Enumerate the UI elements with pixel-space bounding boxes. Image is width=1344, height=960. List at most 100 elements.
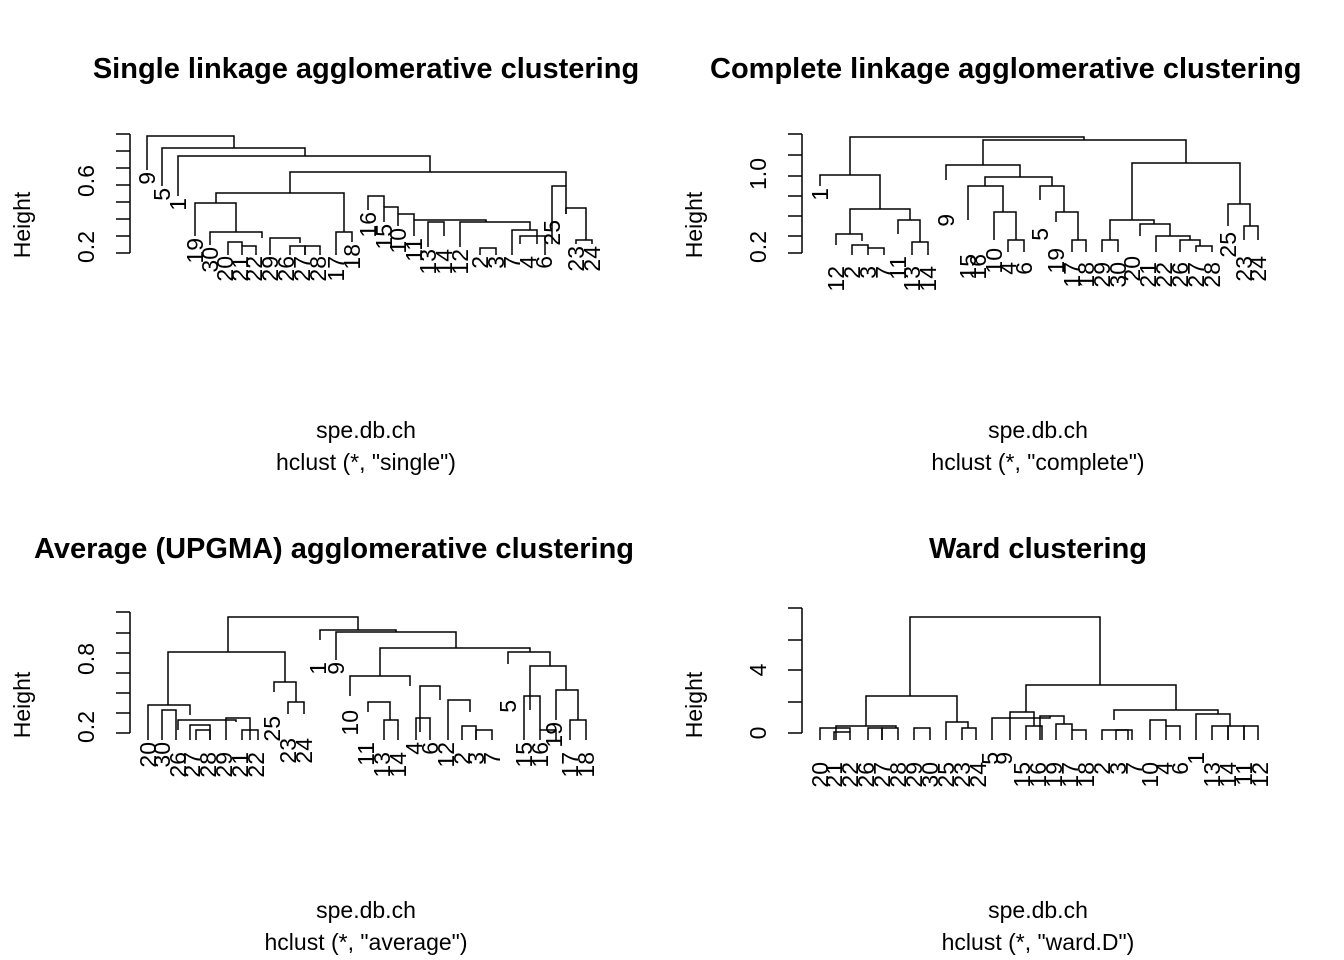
merge-link (909, 616, 1101, 696)
merge-link (569, 719, 587, 740)
leaf-label: 30 (149, 742, 175, 768)
leaf-label: 16 (355, 212, 381, 238)
panel-average: Average (UPGMA) agglomerative clustering… (9, 533, 634, 955)
leaf-label: 2 (467, 256, 493, 269)
leaf-label: 12 (1247, 762, 1273, 788)
leaf-label: 18 (339, 244, 365, 270)
leaf-label: 13 (899, 266, 925, 292)
merge-link (1227, 725, 1245, 740)
leaf-label: 19 (1041, 762, 1067, 788)
leaf-label: 11 (885, 256, 911, 280)
merge-link (1007, 239, 1025, 252)
merge-link (447, 699, 471, 740)
leaf-label: 5 (1027, 228, 1053, 241)
panel-ward: Ward clustering spe.db.ch hclust (*, "wa… (681, 533, 1273, 955)
leaf-label: 13 (1199, 762, 1225, 788)
merge-link (177, 719, 237, 730)
merge-link (195, 729, 211, 740)
merge-link (241, 729, 259, 740)
merge-link (1071, 729, 1087, 740)
merge-link (1025, 684, 1177, 712)
merge-link (1195, 713, 1231, 740)
leaf-label: 26 (165, 752, 191, 778)
leaf-label: 29 (901, 762, 927, 788)
leaf-label: 15 (955, 254, 981, 280)
leaf-label: 1 (165, 198, 191, 211)
y-axis-label: Height (9, 191, 35, 258)
leaf-label: 19 (1043, 248, 1069, 274)
leaf-label: 28 (195, 752, 221, 778)
leaf-label: 25 (539, 220, 565, 246)
merge-link (1155, 235, 1191, 252)
leaf-label: 22 (243, 752, 269, 778)
leaf-label: 17 (1057, 762, 1083, 788)
leaf-label: 26 (273, 256, 299, 282)
leaf-label: 2 (839, 266, 865, 279)
merge-link (913, 727, 931, 740)
leaf-label: 28 (885, 762, 911, 788)
leaf-label: 18 (1073, 762, 1099, 788)
subtitle: hclust (*, "average") (265, 929, 468, 955)
y-tick-label: 0.2 (745, 231, 771, 263)
merge-link (881, 727, 899, 740)
merge-link (146, 135, 235, 170)
merge-link (413, 219, 487, 236)
merge-link (415, 717, 431, 740)
merge-link (967, 185, 1004, 220)
merge-link (851, 244, 869, 255)
merge-link (319, 629, 397, 640)
leaf-label: 26 (1167, 262, 1193, 288)
merge-link (287, 701, 305, 714)
leaf-label: 24 (291, 738, 317, 764)
merge-link (1113, 709, 1219, 720)
merge-link (945, 721, 969, 740)
merge-link (194, 202, 237, 236)
merge-link (1165, 725, 1181, 740)
merge-link (833, 731, 851, 740)
merge-link (1039, 185, 1065, 212)
leaf-label: 25 (933, 762, 959, 788)
dendrogram-links (819, 616, 1259, 740)
leaf-label: 22 (1151, 262, 1177, 288)
leaf-label: 21 (1135, 262, 1161, 288)
y-tick-label: 1.0 (745, 158, 771, 190)
merge-link (1149, 719, 1167, 740)
leaf-label: 17 (1059, 262, 1085, 288)
merge-link (835, 233, 863, 245)
merge-link (1243, 725, 1259, 740)
leaf-labels: 9 5 1 19 30 20 21 22 29 26 27 28 17 18 1… (134, 172, 605, 282)
chart-title: Complete linkage agglomerative clusterin… (710, 53, 1301, 85)
leaf-label: 10 (337, 710, 363, 736)
leaf-label: 23 (1231, 256, 1257, 282)
leaf-label: 21 (227, 256, 253, 282)
y-tick-label: 0.8 (73, 643, 99, 675)
leaf-label: 23 (563, 246, 589, 272)
y-axis: 0 4 (745, 607, 803, 739)
leaf-label: 11 (401, 238, 427, 262)
merge-link (1071, 239, 1087, 252)
subtitle: hclust (*, "single") (276, 449, 456, 475)
leaf-label: 4 (1151, 762, 1177, 775)
leaf-label: 14 (385, 752, 411, 778)
leaf-label: 13 (415, 249, 441, 275)
merge-link (161, 709, 177, 740)
leaf-label: 19 (541, 722, 567, 748)
leaf-label: 3 (483, 256, 509, 269)
leaf-label: 16 (527, 742, 553, 768)
leaf-label: 9 (323, 662, 349, 675)
merge-link (539, 729, 557, 740)
leaf-label: 16 (965, 254, 991, 280)
merge-link (209, 231, 263, 245)
leaf-label: 20 (1119, 256, 1145, 282)
leaf-label: 28 (305, 256, 331, 282)
merge-link (379, 647, 531, 676)
merge-link (945, 164, 1021, 180)
leaf-labels: 20 30 26 27 28 29 21 22 25 23 24 1 9 10 … (135, 662, 599, 778)
merge-link (1139, 223, 1171, 236)
merge-link (961, 727, 977, 740)
merge-link (225, 717, 251, 740)
leaf-label: 29 (211, 752, 237, 778)
leaf-label: 7 (1121, 762, 1147, 775)
leaf-label: 17 (323, 256, 349, 282)
leaf-label: 2 (449, 752, 475, 765)
